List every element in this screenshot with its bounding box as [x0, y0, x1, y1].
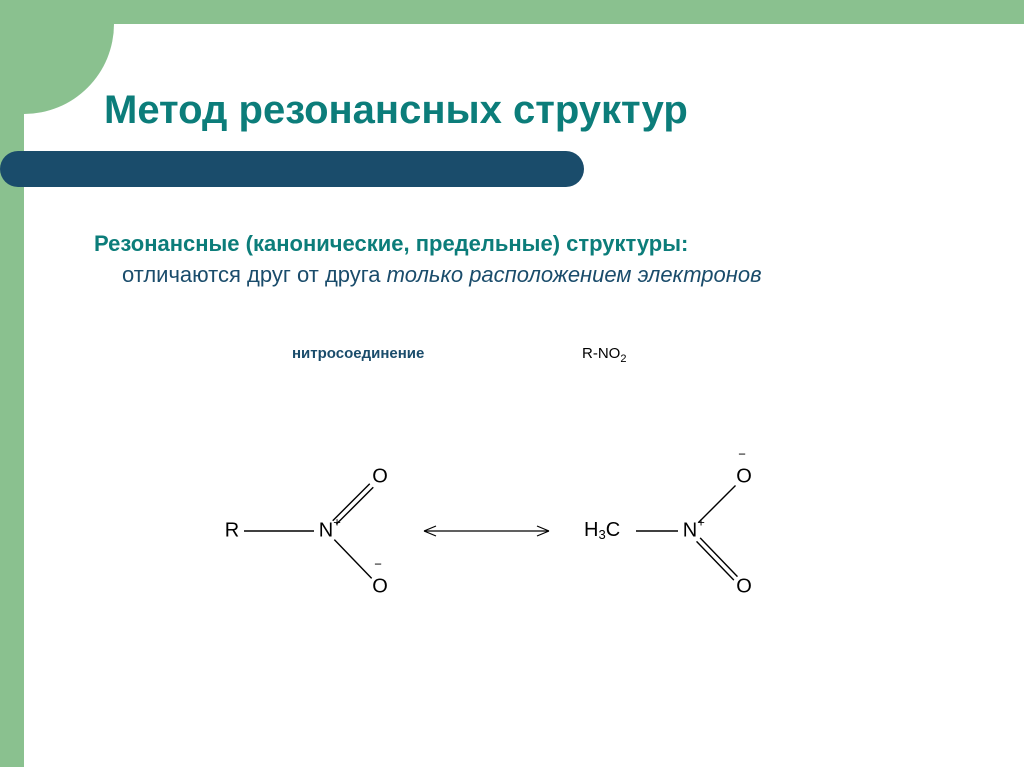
label-formula: R-NO2	[582, 345, 626, 365]
svg-text:−: −	[374, 556, 382, 571]
svg-text:O: O	[372, 575, 388, 597]
subtitle-body: отличаются друг от друга только располож…	[122, 260, 954, 291]
svg-text:O: O	[736, 465, 752, 487]
label-formula-sub: 2	[620, 353, 626, 365]
subtitle-block: Резонансные (канонические, предельные) с…	[94, 229, 954, 291]
label-nitro: нитросоединение	[292, 345, 424, 362]
subtitle-body-plain: отличаются друг от друга	[122, 262, 387, 287]
slide-content: Метод резонансных структур Резонансные (…	[24, 24, 1024, 767]
diagram-labels: нитросоединение R-NO2	[94, 345, 954, 367]
svg-text:+: +	[697, 514, 705, 529]
subtitle-body-italic: только расположением электронов	[387, 262, 762, 287]
subtitle-bold: Резонансные (канонические, предельные) с…	[94, 229, 954, 260]
title-underline-bar	[0, 151, 584, 187]
resonance-diagram: RN+OO−H3CN+O−O	[94, 391, 954, 651]
svg-text:H3C: H3C	[584, 519, 620, 542]
resonance-svg: RN+OO−H3CN+O−O	[94, 391, 954, 651]
label-formula-prefix: R-NO	[582, 345, 620, 362]
svg-text:+: +	[333, 514, 341, 529]
svg-text:O: O	[372, 465, 388, 487]
svg-text:−: −	[738, 446, 746, 461]
svg-text:N: N	[683, 519, 697, 541]
svg-text:O: O	[736, 575, 752, 597]
slide-title: Метод резонансных структур	[104, 88, 954, 133]
svg-text:R: R	[225, 519, 239, 541]
svg-text:N: N	[319, 519, 333, 541]
